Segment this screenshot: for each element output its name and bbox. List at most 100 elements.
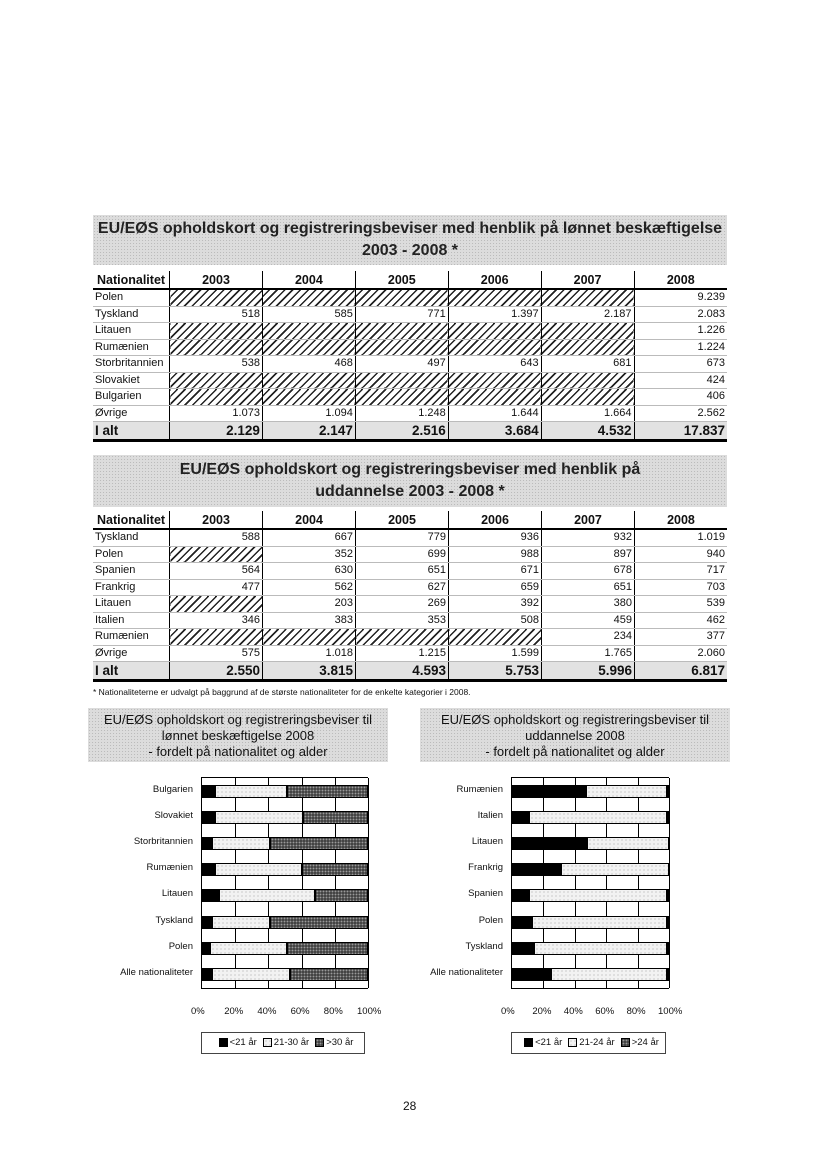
value-cell: 2.129 [169,421,263,442]
hatched-cell [169,339,263,356]
hatched-cell [355,322,449,340]
value-cell: 468 [262,355,356,373]
column-header-2005: 2005 [355,511,450,530]
value-cell: 269 [355,595,450,613]
value-cell: 203 [262,595,357,613]
hatched-cell [448,339,542,356]
table-total-row: I alt 2.129 2.147 2.516 3.684 4.532 17.837 [93,421,727,442]
category-label: Spanien [468,888,503,900]
value-cell: 897 [541,546,635,563]
hatched-cell [355,289,449,307]
x-tick-label: 60% [595,1005,615,1017]
bar-segment-litauen-series-3 [314,889,368,903]
value-cell: 380 [541,595,635,613]
value-cell: 234 [541,628,635,646]
row-label: Rumænien [93,339,171,356]
bar-segment-litauen-series-1 [202,889,219,903]
plot-area [511,777,670,989]
category-label: Rumænien [456,783,503,795]
row-label: Litauen [93,595,171,613]
row-label: Spanien [93,562,171,580]
value-cell: 1.073 [169,405,263,422]
bar-segment-slovakiet-series-2 [215,810,304,824]
chart-legend: <21 år 21-24 år >24 år [511,1031,666,1054]
bar-segment-rumænien-series-1 [512,784,586,798]
table-row: Tyskland 588 667 779 936 932 1.019 [93,529,727,547]
hatched-cell [541,372,635,389]
hatched-cell [262,388,356,406]
bar-segment-frankrig-series-1 [512,863,561,877]
gridline [606,778,608,988]
row-label: Polen [93,546,171,563]
table-header-row: Nationalitet 2003 2004 2005 2006 2007 2008 [93,511,727,530]
hatched-cell [262,322,356,340]
bar-segment-storbritannien-series-2 [211,837,271,850]
chart2-title: EU/EØS opholdskort og registreringsbevis… [420,708,730,762]
hatched-cell [169,388,263,406]
value-cell: 1.664 [541,405,635,422]
value-cell: 424 [634,372,727,389]
column-header-nationalitet: Nationalitet [93,271,171,290]
chart-legend: <21 år 21-30 år >30 år [201,1031,365,1054]
value-cell: 462 [634,612,727,629]
table2-uddannelse: Nationalitet 2003 2004 2005 2006 2007 2008 Tysk… [93,511,727,682]
gridline [669,778,670,988]
value-cell: 4.532 [541,421,635,442]
bar-segment-litauen-series-2 [218,889,315,903]
bar-segment-bulgarien-series-2 [215,784,287,798]
column-header-2003: 2003 [169,511,264,530]
chart2-title-line3: - fordelt på nationalitet og alder [485,744,665,759]
bar-segment-alle-nationaliteter-series-1 [202,968,212,981]
value-cell: 627 [355,579,450,596]
value-cell: 651 [355,562,450,580]
value-cell: 352 [262,546,357,563]
table1-title-line2: 2003 - 2008 * [361,242,459,259]
page-number: 28 [403,1099,417,1113]
legend-label: 21-30 år [273,1036,310,1048]
bar-segment-alle-nationaliteter-series-3 [667,968,670,981]
legend-swatch-icon [262,1037,272,1047]
bar-segment-tyskland-series-2 [533,941,668,955]
table-row: Bulgarien 406 [93,388,727,406]
table-row: Polen 9.239 [93,289,727,307]
legend-swatch-icon [524,1037,534,1047]
legend-label: >24 år [631,1036,659,1048]
x-tick-label: 80% [626,1005,646,1017]
x-tick-label: 60% [290,1005,310,1017]
value-cell: 539 [634,595,727,613]
value-cell: 1.019 [634,529,727,547]
table-row: Polen 352 699 988 897 940 [93,546,727,563]
value-cell: 932 [541,529,635,547]
value-cell: 673 [634,355,727,373]
value-cell: 630 [262,562,357,580]
x-tick-label: 20% [224,1005,244,1017]
bar-segment-spanien-series-3 [667,889,670,903]
hatched-cell [262,628,357,646]
row-label: Frankrig [93,579,171,596]
value-cell: 538 [169,355,263,373]
value-cell: 2.187 [541,306,635,323]
value-cell: 346 [169,612,264,629]
table1-title-line1: EU/EØS opholdskort og registreringsbevis… [97,220,723,237]
x-tick-label: 20% [532,1005,552,1017]
row-label: Bulgarien [93,388,171,406]
value-cell: 643 [448,355,542,373]
value-cell: 1.018 [262,645,357,662]
bar-segment-spanien-series-2 [529,889,668,903]
value-cell: 508 [448,612,542,629]
hatched-cell [541,322,635,340]
gridline [637,778,639,988]
x-tick-label: 40% [563,1005,583,1017]
row-label: Rumænien [93,628,171,646]
value-cell: 1.215 [355,645,450,662]
value-cell: 2.516 [355,421,449,442]
x-tick-label: 0% [191,1005,205,1017]
value-cell: 699 [355,546,450,563]
table-row: Litauen 1.226 [93,322,727,340]
value-cell: 585 [262,306,356,323]
row-label: Tyskland [93,529,171,547]
column-header-2004: 2004 [262,271,356,290]
category-label: Italien [477,809,503,821]
value-cell: 17.837 [634,421,727,442]
table2-title-line2: uddannelse 2003 - 2008 * [315,483,505,500]
